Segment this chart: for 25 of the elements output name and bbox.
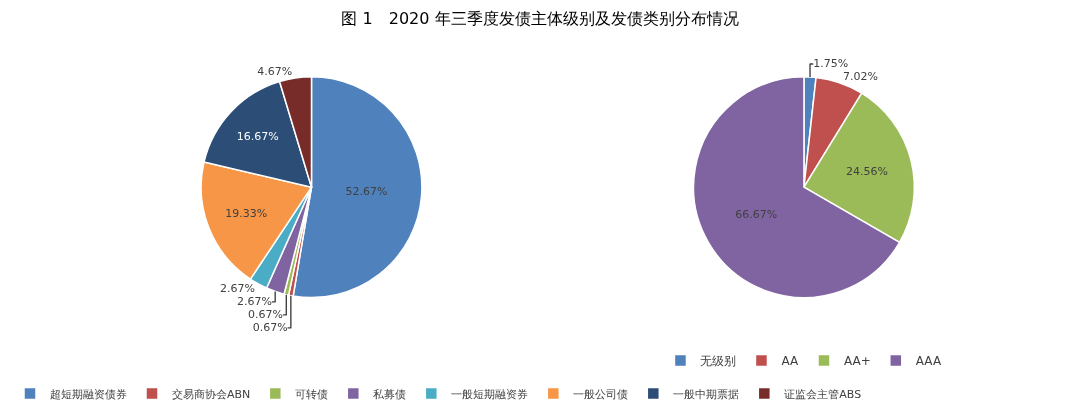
legend-label: AA+ bbox=[843, 354, 871, 369]
legend-label: 超短期融资债券 bbox=[50, 387, 127, 401]
legend-label: 一般公司债 bbox=[573, 387, 629, 401]
legend-label: 无级别 bbox=[700, 354, 737, 369]
legend-label: 一般中期票据 bbox=[673, 387, 740, 401]
data-label: 2.67% bbox=[220, 282, 256, 296]
data-label: 0.67% bbox=[248, 308, 284, 322]
legend-label: 证监会主管ABS bbox=[784, 387, 862, 401]
legend-label: 交易商协会ABN bbox=[172, 387, 251, 401]
chart-title: 图 1 2020 年三季度发债主体级别及发债类别分布情况 bbox=[341, 8, 739, 28]
legend-label: AAA bbox=[915, 354, 942, 369]
legend-label: 一般短期融资券 bbox=[451, 387, 529, 401]
data-label: 19.33% bbox=[225, 206, 268, 220]
data-label: 52.67% bbox=[345, 185, 388, 199]
legend-label: 私募债 bbox=[373, 387, 407, 401]
data-label: 1.75% bbox=[813, 57, 849, 71]
data-label: 16.67% bbox=[236, 130, 279, 144]
data-label: 7.02% bbox=[843, 70, 878, 84]
legend-label: AA bbox=[781, 354, 799, 369]
data-label: 2.67% bbox=[236, 295, 272, 309]
data-label: 66.67% bbox=[735, 208, 778, 222]
data-label: 24.56% bbox=[846, 164, 888, 178]
data-label: 4.67% bbox=[257, 65, 293, 79]
data-label: 0.67% bbox=[252, 321, 288, 335]
legend-label: 可转债 bbox=[295, 387, 329, 401]
